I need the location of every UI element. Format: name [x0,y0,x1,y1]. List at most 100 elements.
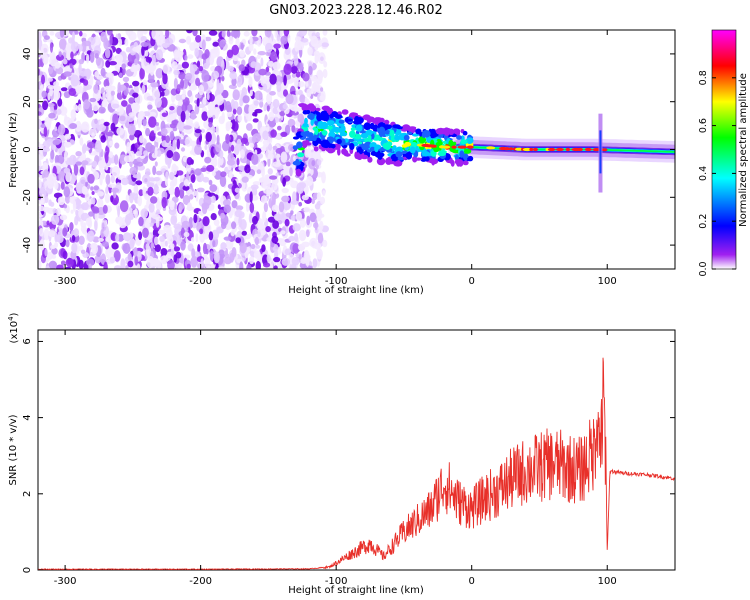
noise-blob [145,243,150,250]
noise-blob [279,30,283,38]
noise-blob [91,197,96,205]
noise-blob [186,263,191,269]
noise-blob [94,53,99,59]
noise-blob [295,89,299,97]
noise-blob [251,30,258,37]
noise-blob [91,132,95,140]
noise-blob [134,58,138,66]
noise-blob [235,205,244,211]
noise-blob [226,104,233,113]
noise-blob [87,141,96,149]
noise-blob [40,124,46,129]
noise-blob [178,120,185,132]
signal-blob [313,146,319,152]
signal-blob [374,117,379,125]
noise-blob [147,217,152,224]
noise-blob [238,64,245,72]
noise-blob [154,97,162,108]
noise-blob [59,214,68,221]
noise-blob [78,67,88,77]
signal-peak [441,145,451,149]
signal-blob [408,126,417,130]
noise-blob [52,208,57,214]
noise-blob [228,84,237,90]
signal-blob [421,151,430,157]
signal-blob [302,103,307,109]
noise-blob [173,165,179,172]
signal-blob [401,144,408,148]
noise-blob [85,217,92,227]
noise-blob [105,174,111,185]
noise-blob [155,49,163,61]
noise-blob [239,261,244,269]
noise-blob [149,111,157,117]
signal-blob [336,138,342,145]
signal-blob [292,136,300,140]
signal-blob [450,159,455,167]
noise-blob [122,242,131,254]
noise-blob [70,74,80,87]
noise-blob [78,59,85,65]
noise-blob [300,38,309,43]
noise-blob [51,247,58,255]
noise-blob [181,61,189,69]
noise-blob [193,121,200,129]
noise-blob [183,231,190,238]
signal-blob [365,129,374,136]
noise-blob [258,177,265,183]
noise-blob [162,64,170,74]
noise-blob [272,61,281,71]
noise-blob [194,47,199,58]
noise-blob [130,126,135,135]
noise-blob [182,185,190,191]
signal-blob [467,156,473,161]
noise-blob [176,84,181,92]
noise-blob [128,112,136,117]
noise-blob [240,137,249,144]
noise-blob [208,30,218,36]
noise-blob [48,77,53,82]
spectrogram-x-tick-label: 100 [598,276,617,287]
noise-blob [272,145,278,150]
signal-blob [321,136,325,141]
noise-blob [142,30,148,35]
noise-blob [85,181,89,187]
noise-blob [276,34,281,42]
noise-blob [295,71,301,78]
noise-blob [154,146,158,158]
noise-blob [290,210,294,215]
noise-blob [304,148,310,158]
noise-blob [124,215,131,226]
noise-blob [297,81,305,88]
noise-blob [167,157,171,169]
noise-blob [269,73,277,85]
noise-blob [173,262,183,269]
noise-blob [165,135,171,144]
noise-blob [69,123,78,129]
noise-blob [109,256,116,264]
noise-blob [250,243,256,250]
noise-blob [278,263,283,269]
noise-blob [198,210,203,215]
noise-blob [231,30,239,38]
noise-blob [322,68,328,79]
noise-blob [105,186,109,195]
noise-blob [65,239,70,248]
noise-blob [49,173,57,184]
noise-blob [202,233,209,240]
noise-blob [281,257,291,266]
noise-blob [297,113,305,123]
noise-blob [172,139,177,152]
noise-blob [190,256,199,267]
noise-blob [93,84,99,94]
noise-blob [253,252,261,258]
noise-blob [321,42,330,48]
signal-blob [329,113,334,119]
noise-blob [113,250,121,262]
noise-blob [148,203,155,213]
noise-blob [148,222,154,227]
noise-blob [71,235,76,242]
noise-blob [47,251,54,260]
noise-blob [252,181,261,186]
